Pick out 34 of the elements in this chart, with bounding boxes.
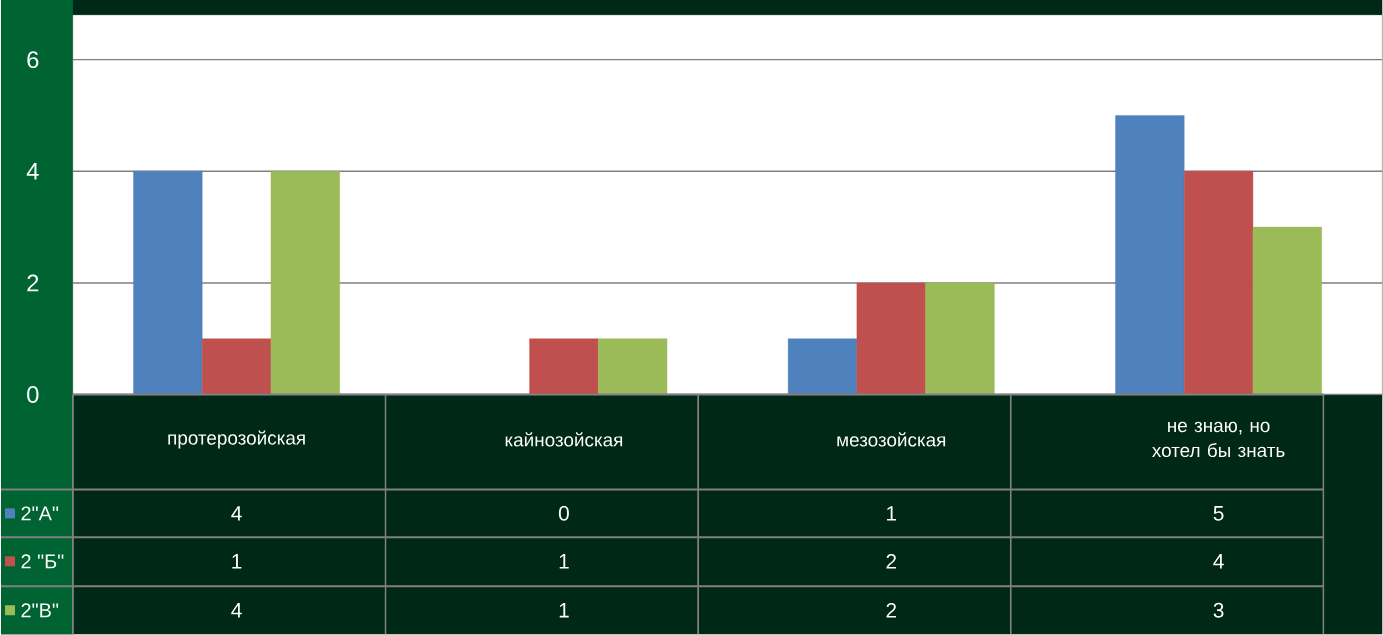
bar bbox=[133, 170, 203, 395]
legend-label: 2"А" bbox=[21, 506, 59, 521]
bar bbox=[856, 282, 926, 395]
bar bbox=[787, 338, 858, 395]
data-label: 1 bbox=[559, 602, 569, 618]
x-tick-label: протерозойская bbox=[168, 430, 305, 449]
legend-label: 2 "Б" bbox=[21, 554, 64, 569]
bar bbox=[1115, 115, 1185, 395]
y-tick-label: 4 bbox=[26, 162, 39, 180]
bar bbox=[1252, 226, 1322, 395]
data-label: 2 bbox=[886, 602, 897, 618]
data-label: 5 bbox=[1213, 505, 1224, 521]
data-label: 4 bbox=[231, 602, 242, 618]
bar bbox=[925, 282, 995, 395]
y-tick-label: 2 bbox=[27, 274, 39, 292]
bar bbox=[202, 338, 272, 395]
x-tick-label: не знаю, но хотел бы знать bbox=[1152, 421, 1285, 457]
bar bbox=[270, 170, 340, 395]
y-tick-label: 6 bbox=[27, 51, 39, 68]
bar bbox=[529, 338, 599, 395]
data-label: 1 bbox=[559, 554, 569, 569]
data-label: 0 bbox=[558, 505, 569, 521]
y-tick-label: 0 bbox=[27, 385, 39, 403]
data-label: 4 bbox=[231, 506, 242, 521]
data-label: 1 bbox=[232, 554, 242, 569]
data-label: 1 bbox=[887, 506, 897, 521]
legend-label: 2"В" bbox=[21, 603, 59, 618]
x-tick-label: мезозойская bbox=[837, 432, 946, 447]
data-label: 4 bbox=[1213, 554, 1224, 569]
x-tick-label: кайнозойская bbox=[505, 432, 623, 447]
data-label: 3 bbox=[1213, 602, 1224, 618]
data-label: 2 bbox=[886, 553, 897, 569]
bar bbox=[1184, 170, 1254, 395]
bar bbox=[598, 338, 668, 395]
